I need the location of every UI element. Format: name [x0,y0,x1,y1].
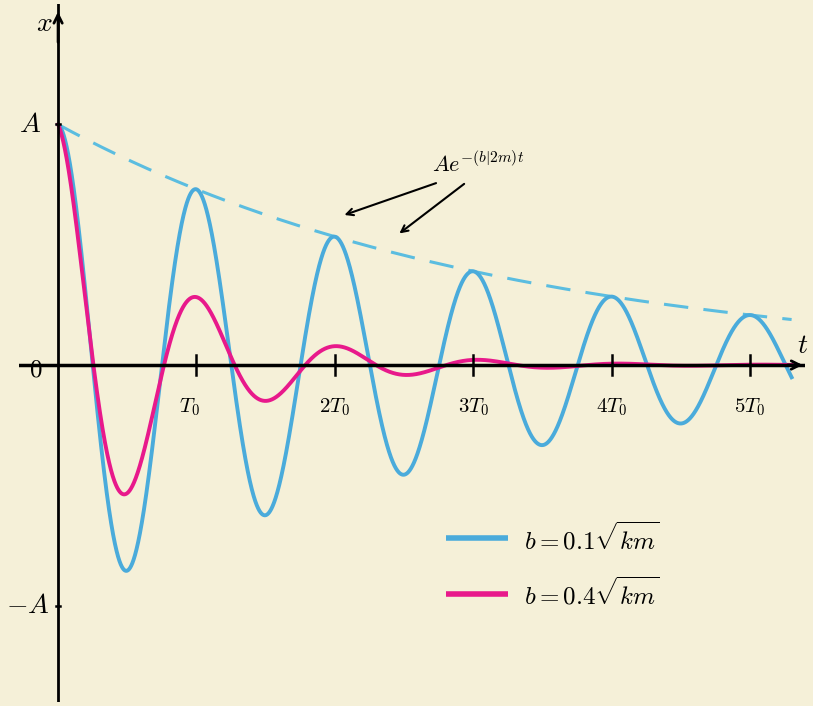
Text: $b = 0.1\sqrt{km}$: $b = 0.1\sqrt{km}$ [524,522,660,554]
Text: $Ae^{-(b|2m)t}$: $Ae^{-(b|2m)t}$ [432,152,524,177]
Text: $t$: $t$ [797,333,808,359]
Text: $A$: $A$ [20,111,41,138]
Text: $T_0$: $T_0$ [179,396,200,418]
Text: $-A$: $-A$ [6,592,50,619]
Text: $4T_0$: $4T_0$ [596,396,628,418]
Text: $3T_0$: $3T_0$ [458,396,489,418]
Text: $x$: $x$ [36,10,53,37]
Text: $b = 0.4\sqrt{km}$: $b = 0.4\sqrt{km}$ [524,578,660,610]
Text: $0$: $0$ [29,359,42,381]
Text: $5T_0$: $5T_0$ [734,396,766,418]
Text: $2T_0$: $2T_0$ [320,396,350,418]
